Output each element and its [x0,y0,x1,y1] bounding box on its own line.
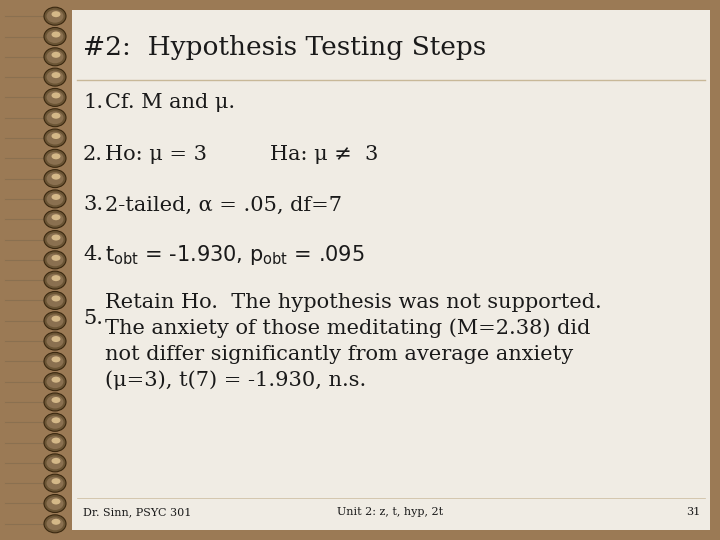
Ellipse shape [47,395,63,408]
Ellipse shape [52,214,60,220]
Ellipse shape [47,253,63,266]
Ellipse shape [47,132,63,145]
Ellipse shape [47,30,63,43]
Ellipse shape [52,377,60,383]
Ellipse shape [44,434,66,451]
Ellipse shape [44,393,66,411]
Text: 31: 31 [685,507,700,517]
Ellipse shape [44,109,66,127]
Ellipse shape [47,91,63,104]
Ellipse shape [44,48,66,66]
Ellipse shape [44,413,66,431]
Ellipse shape [44,68,66,86]
Ellipse shape [47,192,63,205]
Ellipse shape [52,397,60,403]
Ellipse shape [47,477,63,490]
Ellipse shape [52,519,60,525]
Text: (μ=3), t(7) = -1.930, n.s.: (μ=3), t(7) = -1.930, n.s. [105,370,366,390]
Ellipse shape [44,495,66,512]
Ellipse shape [47,375,63,388]
Ellipse shape [44,332,66,350]
Ellipse shape [52,255,60,261]
Text: 1.: 1. [83,92,103,111]
Ellipse shape [47,71,63,84]
Ellipse shape [44,150,66,167]
Text: 5.: 5. [83,308,103,327]
Ellipse shape [47,314,63,327]
Ellipse shape [52,174,60,180]
Text: not differ significantly from average anxiety: not differ significantly from average an… [105,345,573,363]
Text: t$_{\mathrm{obt}}$ = -1.930, p$_{\mathrm{obt}}$ = .095: t$_{\mathrm{obt}}$ = -1.930, p$_{\mathrm… [105,243,364,267]
Text: Dr. Sinn, PSYC 301: Dr. Sinn, PSYC 301 [83,507,192,517]
Ellipse shape [52,72,60,78]
Ellipse shape [44,190,66,208]
Text: 2.: 2. [83,145,103,165]
Ellipse shape [52,31,60,37]
Ellipse shape [44,7,66,25]
Text: Ho: μ = 3: Ho: μ = 3 [105,145,207,165]
Ellipse shape [52,458,60,464]
Ellipse shape [47,355,63,368]
Ellipse shape [47,517,63,530]
Text: #2:  Hypothesis Testing Steps: #2: Hypothesis Testing Steps [83,36,486,60]
Ellipse shape [44,170,66,187]
Ellipse shape [52,336,60,342]
Ellipse shape [44,515,66,533]
Ellipse shape [47,294,63,307]
Ellipse shape [47,416,63,429]
Text: The anxiety of those meditating (M=2.38) did: The anxiety of those meditating (M=2.38)… [105,318,590,338]
Ellipse shape [47,497,63,510]
Ellipse shape [52,295,60,301]
Ellipse shape [52,437,60,443]
Ellipse shape [52,133,60,139]
Text: 3.: 3. [83,195,103,214]
Ellipse shape [52,417,60,423]
Ellipse shape [44,353,66,370]
Ellipse shape [52,11,60,17]
Ellipse shape [44,474,66,492]
Text: 2-tailed, α = .05, df=7: 2-tailed, α = .05, df=7 [105,195,342,214]
Text: 4.: 4. [83,246,103,265]
Ellipse shape [44,28,66,45]
Ellipse shape [52,356,60,362]
Text: Retain Ho.  The hypothesis was not supported.: Retain Ho. The hypothesis was not suppor… [105,293,602,312]
Ellipse shape [44,129,66,147]
Ellipse shape [44,312,66,330]
Ellipse shape [47,436,63,449]
Ellipse shape [47,233,63,246]
Ellipse shape [47,213,63,226]
Ellipse shape [47,50,63,63]
Ellipse shape [47,111,63,124]
Ellipse shape [52,275,60,281]
Ellipse shape [44,251,66,269]
Ellipse shape [44,292,66,309]
Text: Ha: μ ≠  3: Ha: μ ≠ 3 [270,145,379,165]
Ellipse shape [52,316,60,322]
Text: Cf. M and μ.: Cf. M and μ. [105,92,235,111]
Ellipse shape [52,92,60,98]
Text: Unit 2: z, t, hyp, 2t: Unit 2: z, t, hyp, 2t [337,507,443,517]
Ellipse shape [52,478,60,484]
Ellipse shape [44,89,66,106]
Ellipse shape [44,271,66,289]
Ellipse shape [47,335,63,348]
Ellipse shape [47,172,63,185]
Ellipse shape [44,210,66,228]
Ellipse shape [52,194,60,200]
Ellipse shape [47,10,63,23]
Ellipse shape [52,153,60,159]
Ellipse shape [52,113,60,119]
Ellipse shape [52,234,60,240]
Ellipse shape [44,454,66,472]
Ellipse shape [52,52,60,58]
Ellipse shape [47,274,63,287]
Ellipse shape [47,152,63,165]
Bar [72,10,710,530]
Ellipse shape [47,456,63,469]
Ellipse shape [44,373,66,390]
Ellipse shape [52,498,60,504]
Ellipse shape [44,231,66,248]
